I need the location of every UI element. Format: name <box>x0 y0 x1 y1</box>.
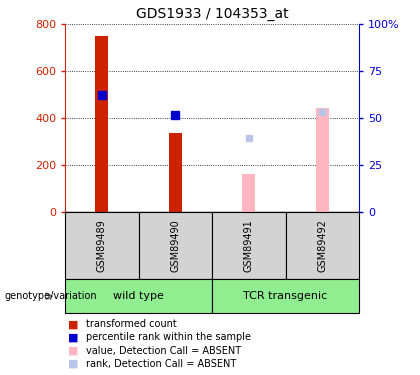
Bar <box>169 134 182 212</box>
Text: percentile rank within the sample: percentile rank within the sample <box>86 333 251 342</box>
Bar <box>212 279 359 313</box>
Text: ■: ■ <box>68 346 79 355</box>
Text: ■: ■ <box>68 333 79 342</box>
Text: GSM89490: GSM89490 <box>171 219 180 272</box>
Bar <box>316 108 329 212</box>
Bar <box>139 212 212 279</box>
Bar <box>212 212 286 279</box>
Text: genotype/variation: genotype/variation <box>4 291 97 301</box>
Bar <box>95 36 108 212</box>
Text: GSM89491: GSM89491 <box>244 219 254 272</box>
Text: GSM89492: GSM89492 <box>318 219 327 272</box>
Bar <box>242 174 255 212</box>
Bar <box>286 212 359 279</box>
Text: rank, Detection Call = ABSENT: rank, Detection Call = ABSENT <box>86 359 236 369</box>
Bar <box>65 212 139 279</box>
Text: ■: ■ <box>68 359 79 369</box>
Text: wild type: wild type <box>113 291 164 301</box>
Text: ■: ■ <box>68 320 79 329</box>
Title: GDS1933 / 104353_at: GDS1933 / 104353_at <box>136 7 289 21</box>
Bar <box>65 279 212 313</box>
Text: transformed count: transformed count <box>86 320 177 329</box>
Text: value, Detection Call = ABSENT: value, Detection Call = ABSENT <box>86 346 241 355</box>
Text: TCR transgenic: TCR transgenic <box>244 291 328 301</box>
Text: GSM89489: GSM89489 <box>97 219 107 272</box>
